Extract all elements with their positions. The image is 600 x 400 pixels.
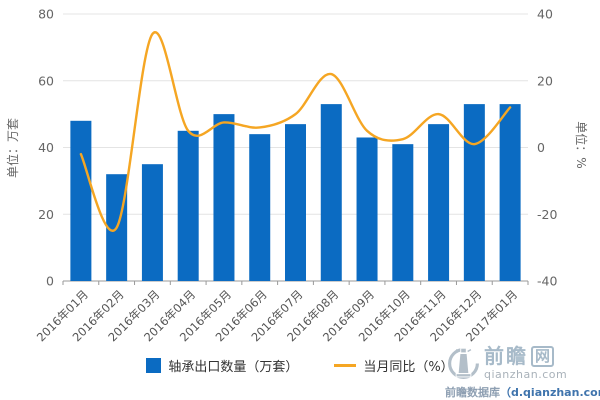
right-axis-tick-label: -20 [537, 207, 557, 222]
legend-label: 当月同比（%） [363, 360, 454, 375]
brand-logo: 前瞻 网 [484, 345, 567, 367]
legend-item-line[interactable]: 当月同比（%） [334, 356, 454, 375]
brand-box-char: 网 [531, 345, 555, 367]
left-axis-tick-label: 40 [38, 140, 54, 155]
bar-2016年01月 [70, 120, 92, 281]
right-axis-tick-label: 0 [537, 140, 545, 155]
brand-text: 前瞻 [484, 344, 528, 369]
watermark: 前瞻 网 qianzhan.com 前瞻数据库（d.qianzhan.com） [445, 345, 600, 399]
bar-2016年05月 [213, 114, 235, 281]
legend-square-marker [146, 358, 162, 373]
brand-domain: qianzhan.com [484, 368, 568, 382]
bar-2016年07月 [285, 124, 306, 281]
left-axis-tick-label: 0 [46, 274, 54, 289]
bar-2016年11月 [428, 124, 450, 281]
left-axis-title: 单位：万套 [5, 118, 20, 178]
chart-legend: 轴承出口数量（万套） 当月同比（%） [0, 356, 600, 375]
bar-2016年04月 [177, 130, 199, 281]
bar-2016年09月 [356, 137, 378, 281]
trend-line [79, 31, 512, 232]
database-url: （d.qianzhan.com） [500, 385, 600, 399]
legend-line-marker [334, 364, 357, 367]
left-axis-tick-label: 80 [38, 7, 54, 22]
right-axis-tick-label: -40 [537, 274, 557, 289]
bar-2016年03月 [141, 164, 163, 281]
left-axis-tick-label: 60 [38, 73, 54, 88]
database-label: 前瞻数据库 [445, 385, 500, 399]
bar-2016年08月 [320, 104, 342, 281]
legend-label: 轴承出口数量（万套） [168, 360, 299, 375]
bar-line-chart: 020406080-40-20020402016年01月2016年02月2016… [5, 7, 589, 345]
right-axis-tick-label: 40 [537, 7, 553, 22]
bar-2016年12月 [463, 104, 485, 281]
bar-2016年10月 [392, 144, 414, 281]
legend-item-bars[interactable]: 轴承出口数量（万套） [146, 356, 298, 375]
right-axis-tick-label: 20 [537, 73, 553, 88]
left-axis-tick-label: 20 [38, 207, 54, 222]
database-credit: 前瞻数据库（d.qianzhan.com） [445, 385, 600, 399]
lighthouse-logo-icon [445, 345, 482, 386]
bar-2016年06月 [249, 134, 271, 281]
bar-2017年01月 [499, 104, 521, 281]
right-axis-title: 单位：% [574, 121, 589, 168]
